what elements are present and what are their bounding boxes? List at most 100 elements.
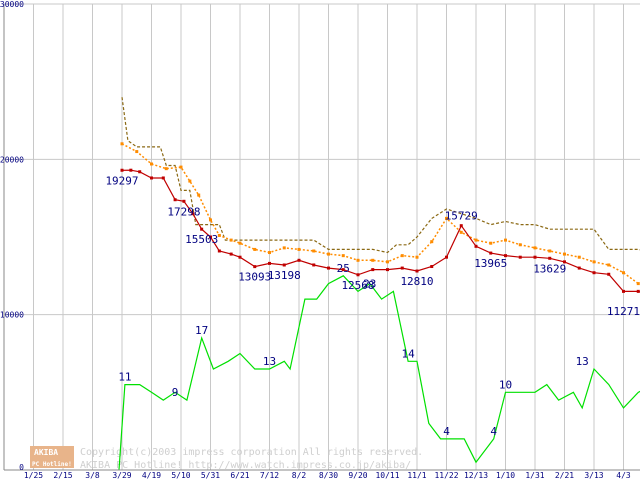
series-average-point [357, 259, 360, 262]
series-layer [119, 97, 640, 470]
series-min-point [460, 224, 463, 227]
x-tick-label: 8/2 [292, 471, 307, 480]
series-max-line [122, 97, 640, 252]
x-tick-label: 4/19 [142, 471, 161, 480]
series-min-point [239, 256, 242, 259]
grid [4, 4, 640, 470]
x-tick-label: 8/30 [319, 471, 338, 480]
series-min-point [430, 265, 433, 268]
data-label-shops: 4 [443, 425, 450, 438]
series-average-point [622, 271, 625, 274]
watermark-url: AKIBA PC Hotline! http://www.watch.impre… [80, 460, 411, 471]
x-tick-label: 11/22 [434, 471, 458, 480]
series-average-point [637, 282, 640, 285]
x-tick-label: 6/21 [230, 471, 249, 480]
series-average-point [253, 248, 256, 251]
data-label-shops: 13 [576, 355, 589, 368]
series-min-point [416, 270, 419, 273]
watermark-copyright: Copyright(c)2003 impress corporation All… [80, 447, 423, 458]
data-label-min: 13093 [238, 271, 271, 284]
chart-svg: AKIBA PC Hotline! Copyright(c)2003 impre… [0, 0, 640, 480]
series-average-point [283, 246, 286, 249]
series-average-point [180, 166, 183, 169]
data-label-min: 13198 [268, 269, 301, 282]
y-tick-label: 30000 [0, 0, 24, 9]
series-average-point [519, 243, 522, 246]
data-label-shops: 9 [172, 386, 179, 399]
series-min-point [230, 253, 233, 256]
series-average-point [298, 248, 301, 251]
series-average-point [327, 253, 330, 256]
series-min-point [534, 256, 537, 259]
series-average-point [209, 218, 212, 221]
series-min-point [593, 271, 596, 274]
series-average-point [188, 180, 191, 183]
series-average-point [475, 239, 478, 242]
series-average-point [121, 142, 124, 145]
series-min-point [445, 256, 448, 259]
series-min-point [548, 257, 551, 260]
data-label-min: 12810 [400, 275, 433, 288]
series-average-point [371, 259, 374, 262]
series-min-point [475, 245, 478, 248]
series-average-point [534, 246, 537, 249]
series-min-point [298, 259, 301, 262]
series-shops-line [119, 276, 640, 470]
series-average-point [430, 240, 433, 243]
data-label-shops: 13 [263, 355, 276, 368]
series-min-point [607, 273, 610, 276]
x-tick-label: 3/13 [584, 471, 603, 480]
series-min-point [637, 290, 640, 293]
data-label-min: 11271 [607, 305, 640, 318]
series-average-point [460, 231, 463, 234]
logo-top-text: AKIBA [34, 448, 58, 457]
series-min-point [121, 169, 124, 172]
data-label-min: 13629 [533, 262, 566, 275]
series-average-point [165, 167, 168, 170]
series-average-point [197, 194, 200, 197]
data-label-min: 19297 [105, 174, 138, 187]
logo-bottom-text: PC Hotline! [32, 461, 72, 468]
series-min-point [357, 273, 360, 276]
series-average-point [548, 249, 551, 252]
series-min-point [283, 263, 286, 266]
y-tick-label: 10000 [0, 311, 24, 320]
series-min-point [174, 198, 177, 201]
x-tick-label: 2/21 [555, 471, 574, 480]
x-tick-label: 9/20 [348, 471, 367, 480]
y-tick-label: 20000 [0, 155, 24, 164]
data-label-shops: 25 [337, 262, 350, 275]
series-min-point [268, 262, 271, 265]
series-average-point [239, 242, 242, 245]
data-label-shops: 17 [195, 324, 208, 337]
x-tick-label: 3/29 [112, 471, 131, 480]
x-tick-label: 3/8 [85, 471, 100, 480]
series-average-point [607, 263, 610, 266]
data-label-shops: 23 [363, 277, 376, 290]
series-min-point [519, 256, 522, 259]
x-tick-label: 4/3 [616, 471, 631, 480]
series-average-point [401, 254, 404, 257]
series-average-point [135, 150, 138, 153]
series-min-point [312, 263, 315, 266]
series-average-point [416, 256, 419, 259]
x-tick-label: 1/25 [24, 471, 43, 480]
series-min-point [162, 176, 165, 179]
series-min-point [622, 290, 625, 293]
series-average-point [342, 254, 345, 257]
series-min-point [489, 252, 492, 255]
data-label-shops: 4 [490, 425, 497, 438]
axis-layer: 01000020000300001/25 2/15 3/8 3/29 4/19 5/10 5… [0, 0, 640, 480]
series-average-point [268, 251, 271, 254]
series-min-point [371, 268, 374, 271]
x-tick-label: 1/10 [496, 471, 515, 480]
series-min-point [200, 228, 203, 231]
data-label-shops: 11 [118, 371, 131, 384]
x-tick-label: 11/1 [407, 471, 426, 480]
series-min-point [138, 170, 141, 173]
series-average-point [386, 260, 389, 263]
data-label-shops: 10 [499, 378, 512, 391]
series-min-point [129, 169, 132, 172]
series-average-point [563, 253, 566, 256]
